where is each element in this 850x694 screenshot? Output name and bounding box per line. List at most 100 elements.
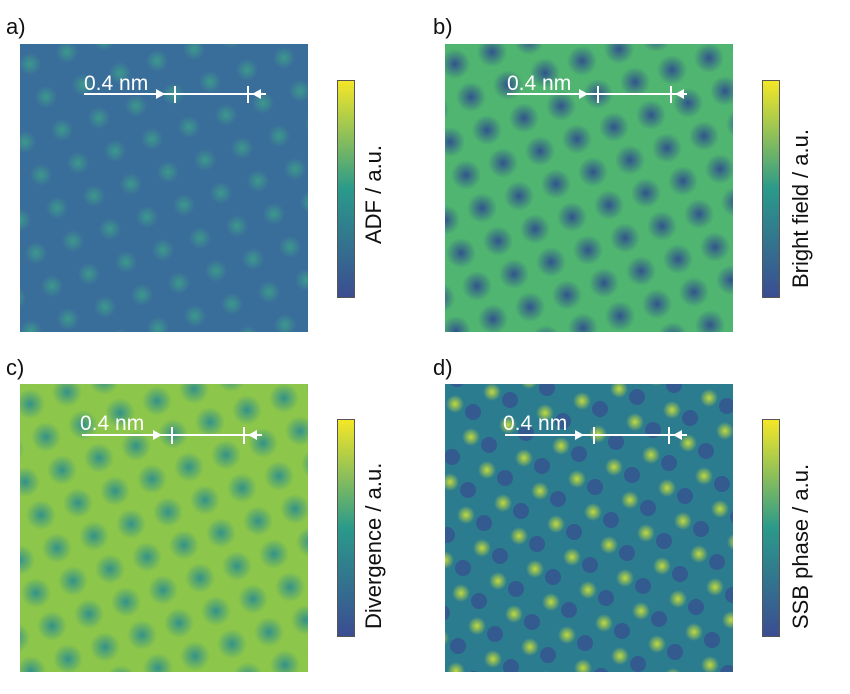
lattice-spot [446, 238, 476, 268]
lattice-spot [665, 668, 681, 672]
panel-label: b) [433, 14, 453, 39]
lattice-spot [78, 263, 100, 285]
lattice-spot [648, 635, 666, 653]
lattice-spot [445, 98, 449, 120]
panel-d: d) 0.4 nm SSB phase / a.u. [425, 347, 850, 694]
lattice-spot [20, 288, 26, 308]
lattice-spot [684, 199, 714, 229]
lattice-spot [650, 384, 662, 386]
lattice-shadow [619, 545, 635, 561]
lattice-spot [642, 44, 670, 52]
lattice-spot [721, 187, 733, 217]
lattice-spot [143, 653, 173, 672]
panel-c: c) 0.4 nm Divergence / a.u. [0, 347, 425, 694]
lattice-spot [164, 608, 194, 638]
lattice-spot [558, 626, 576, 644]
lattice-shadow [661, 455, 677, 471]
lattice-spot [705, 154, 733, 184]
lattice-shadow [534, 458, 550, 474]
lattice-spot [68, 410, 98, 440]
lattice-spot [610, 384, 628, 398]
lattice-spot [232, 395, 262, 425]
lattice-spot [716, 422, 733, 440]
lattice-shadow [555, 413, 571, 429]
lattice-spot [578, 157, 608, 187]
lattice-spot [722, 611, 733, 629]
lattice-spot [58, 566, 88, 596]
lattice-shadow [445, 605, 450, 621]
lattice-spot [611, 647, 629, 665]
lattice-shadow [460, 482, 476, 498]
lattice-spot [238, 326, 258, 332]
lattice-spot [595, 614, 613, 632]
lattice-spot [217, 629, 247, 659]
lattice-spot [158, 419, 188, 449]
lattice-spot [72, 74, 94, 96]
lattice-shadow [667, 644, 683, 660]
lattice-spot [185, 563, 215, 593]
lattice-shadow [445, 449, 460, 465]
lattice-shadow [492, 548, 508, 564]
lattice-spot [610, 223, 640, 253]
lattice-spot [307, 647, 308, 659]
lattice-spot [541, 169, 571, 199]
lattice-spot [305, 116, 308, 132]
lattice-shadow [450, 384, 464, 387]
lattice-spot [521, 638, 539, 656]
lattice-spot [284, 158, 306, 180]
lattice-spot [205, 260, 227, 282]
lattice-spot [658, 479, 676, 497]
lattice-spot [637, 524, 655, 542]
lattice-spot [494, 494, 512, 512]
lattice-spot [30, 164, 52, 186]
scale-bar-label: 0.4 nm [507, 72, 572, 95]
lattice-spot [505, 605, 523, 623]
lattice-spot [174, 452, 204, 482]
lattice-shadow [709, 554, 725, 570]
lattice-spot [599, 112, 629, 142]
lattice-spot [673, 88, 703, 118]
lattice-spot [568, 313, 598, 332]
lattice-spot [274, 314, 296, 332]
lattice-spot [31, 422, 61, 452]
lattice-spot [446, 395, 464, 413]
lattice-spot [663, 401, 681, 419]
lattice-spot [542, 593, 560, 611]
lattice-shadow [630, 656, 646, 672]
lattice-spot [731, 44, 733, 54]
lattice-spot [547, 515, 565, 533]
lattice-spot [605, 301, 635, 331]
lattice-spot [589, 425, 607, 443]
lattice-spot [37, 611, 67, 641]
lattice-spot [456, 82, 486, 112]
panel-label: c) [6, 355, 25, 380]
lattice-spot [273, 47, 295, 69]
lattice-spot [445, 551, 454, 569]
lattice-spot [669, 590, 687, 608]
lattice-spot [270, 650, 300, 672]
lattice-spot [631, 178, 661, 208]
lattice-spot [263, 203, 285, 225]
lattice-shadow [455, 560, 471, 576]
lattice-spot [615, 145, 645, 175]
lattice-spot [510, 527, 528, 545]
lattice-shadow [571, 446, 587, 462]
lattice-shadow [445, 527, 455, 543]
lattice-shadow [603, 512, 619, 528]
lattice-spot [562, 124, 592, 154]
lattice-spot [445, 316, 471, 332]
lattice-spot [568, 470, 586, 488]
lattice-spot [162, 83, 184, 105]
lattice-spot [536, 247, 566, 277]
lattice-shadow [656, 533, 672, 549]
lattice-spot [88, 107, 110, 129]
lattice-spot [445, 127, 465, 157]
lattice-shadow [524, 614, 540, 630]
lattice-spot [573, 235, 603, 265]
lattice-spot [120, 173, 142, 195]
lattice-spot [679, 434, 697, 452]
lattice-spot [115, 251, 137, 273]
lattice-spot [195, 407, 225, 437]
lattice-spot [445, 44, 447, 45]
lattice-spot [264, 461, 294, 491]
